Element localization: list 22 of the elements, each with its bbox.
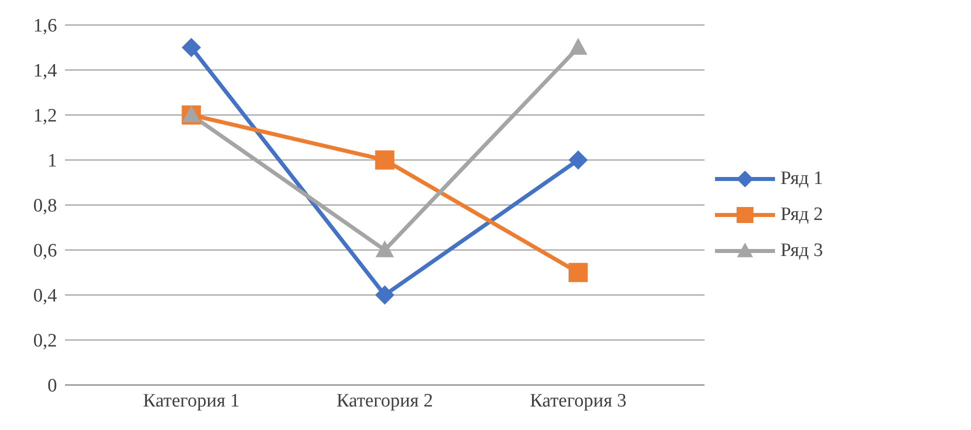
x-tick-label: Категория 2 bbox=[336, 390, 434, 412]
y-tick-label: 0,6 bbox=[33, 240, 57, 262]
point bbox=[568, 38, 588, 55]
y-tick-label: 1,4 bbox=[33, 60, 58, 82]
y-tick-label: 0,8 bbox=[33, 196, 57, 217]
y-tick-label: 0,4 bbox=[33, 286, 58, 307]
legend-label: Ряд 3 bbox=[780, 240, 823, 262]
x-tick-label: Категория 3 bbox=[530, 390, 626, 412]
point bbox=[376, 240, 394, 258]
legend-label: Ряд 2 bbox=[780, 204, 823, 226]
point bbox=[568, 150, 588, 170]
y-tick-label: 0,2 bbox=[33, 330, 57, 352]
point bbox=[182, 38, 201, 58]
legend-label: Ряд 1 bbox=[780, 168, 823, 190]
point bbox=[375, 285, 394, 305]
y-tick-label: 1,6 bbox=[33, 16, 57, 37]
y-tick-label: 0 bbox=[48, 376, 57, 397]
y-tick-label: 1,2 bbox=[33, 106, 57, 127]
point bbox=[568, 262, 588, 282]
x-tick-label: Категория 1 bbox=[143, 390, 240, 412]
y-tick-label: 1 bbox=[48, 150, 57, 172]
point bbox=[375, 150, 394, 170]
